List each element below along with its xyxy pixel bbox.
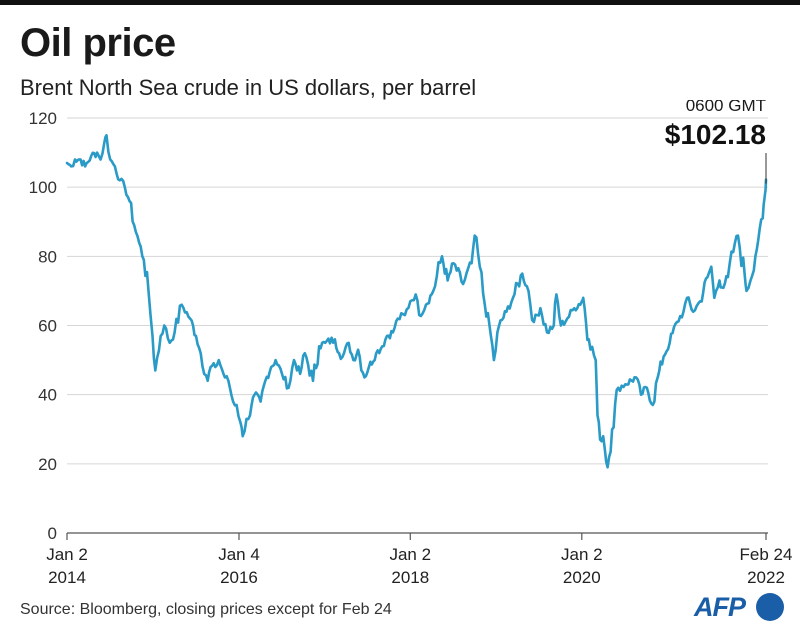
x-tick-label: Jan 2 (389, 545, 431, 564)
x-tick-label: Jan 2 (561, 545, 603, 564)
annotation-value-label: $102.18 (665, 119, 766, 150)
y-tick-label: 20 (38, 455, 57, 474)
y-tick-label: 60 (38, 317, 57, 336)
y-tick-label: 100 (29, 178, 57, 197)
x-tick-year-label: 2020 (563, 568, 601, 587)
x-tick-label: Feb 24 (740, 545, 793, 564)
afp-logo: AFP (694, 591, 786, 625)
chart-title: Oil price (20, 21, 176, 65)
x-tick-year-label: 2016 (220, 568, 258, 587)
x-tick-year-label: 2022 (747, 568, 785, 587)
y-tick-label: 80 (38, 247, 57, 266)
x-tick-year-label: 2014 (48, 568, 86, 587)
x-tick-label: Jan 2 (46, 545, 88, 564)
annotation-time-label: 0600 GMT (686, 100, 766, 115)
y-tick-label: 0 (48, 524, 57, 543)
chart-subtitle: Brent North Sea crude in US dollars, per… (20, 75, 477, 100)
y-tick-label: 120 (29, 109, 57, 128)
line-chart: 0 20 40 60 80 100 120 Jan 2 2014 Jan 4 2016 Jan 2 2… (29, 100, 793, 587)
afp-logo-text: AFP (694, 592, 746, 622)
afp-logo-globe-icon (756, 593, 784, 621)
x-tick-label: Jan 4 (218, 545, 260, 564)
source-note: Source: Bloomberg, closing prices except… (20, 601, 392, 618)
x-tick-year-label: 2018 (391, 568, 429, 587)
brent-price-line (65, 134, 768, 469)
y-tick-label: 40 (38, 386, 57, 405)
top-rule (0, 0, 800, 5)
